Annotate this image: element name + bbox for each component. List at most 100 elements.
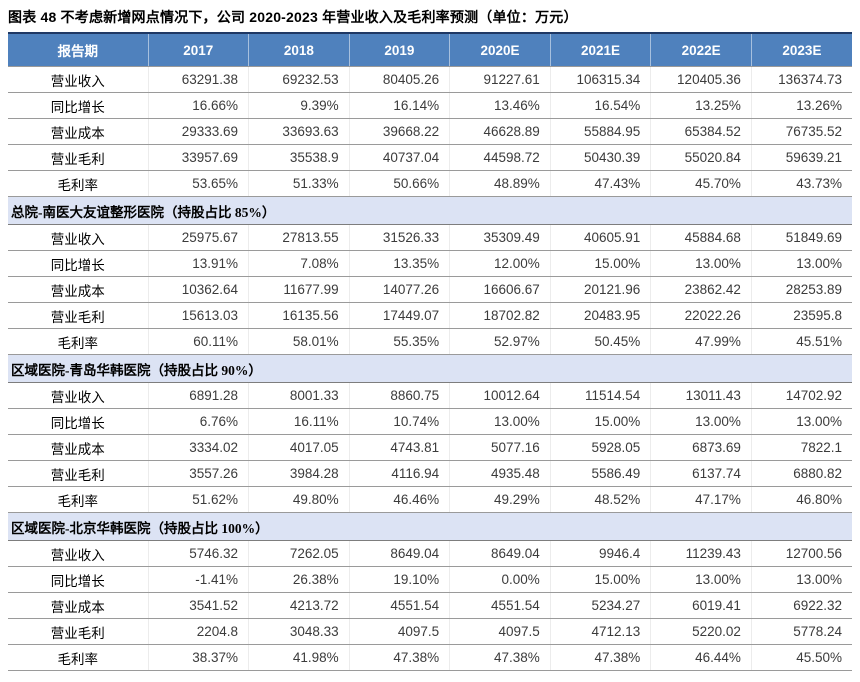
metric-label-cell: 同比增长 — [8, 250, 148, 277]
value-cell: 4097.5 — [449, 618, 551, 645]
table-row: 毛利率 51.62% 49.80% 46.46% 49.29% 48.52% 47.17% 4… — [8, 486, 852, 513]
value-cell: 69232.53 — [248, 66, 350, 93]
table-row: 营业成本 29333.69 33693.63 39668.22 46628.89 5588… — [8, 118, 852, 145]
value-cell: 45.51% — [750, 328, 852, 355]
year-header-cell: 2018 — [248, 32, 350, 67]
value-cell: 13.00% — [650, 250, 752, 277]
value-cell: 45.70% — [650, 170, 752, 197]
table-row: 毛利率 60.11% 58.01% 55.35% 52.97% 50.45% 47.99% 4… — [8, 328, 852, 355]
value-cell: 15.00% — [549, 566, 651, 593]
section-header-label: 区域医院-北京华韩医院（持股占比 100%） — [8, 512, 852, 541]
table-row: 营业毛利 3557.26 3984.28 4116.94 4935.48 5586.49 6… — [8, 460, 852, 487]
metric-label-cell: 营业收入 — [8, 224, 148, 251]
value-cell: 38.37% — [147, 644, 249, 671]
value-cell: 6873.69 — [650, 434, 752, 461]
value-cell: 5234.27 — [549, 592, 651, 619]
table-row: 毛利率 38.37% 41.98% 47.38% 47.38% 47.38% 46.44% 4… — [8, 644, 852, 671]
value-cell: 13.35% — [348, 250, 450, 277]
value-cell: 6019.41 — [650, 592, 752, 619]
value-cell: 47.38% — [449, 644, 551, 671]
metric-label-cell: 营业成本 — [8, 118, 148, 145]
value-cell: 16.54% — [549, 92, 651, 119]
table-row: 营业成本 3334.02 4017.05 4743.81 5077.16 5928.05 6… — [8, 434, 852, 461]
value-cell: 6922.32 — [750, 592, 852, 619]
value-cell: 5077.16 — [449, 434, 551, 461]
value-cell: 120405.36 — [650, 66, 752, 93]
value-cell: 4017.05 — [248, 434, 350, 461]
value-cell: 29333.69 — [147, 118, 249, 145]
value-cell: 47.17% — [650, 486, 752, 513]
value-cell: 13.00% — [449, 408, 551, 435]
section-header-row: 区域医院-青岛华韩医院（持股占比 90%） — [8, 354, 852, 383]
value-cell: 19.10% — [348, 566, 450, 593]
value-cell: 35309.49 — [449, 224, 551, 251]
value-cell: 46.46% — [348, 486, 450, 513]
value-cell: 4551.54 — [449, 592, 551, 619]
value-cell: 6880.82 — [750, 460, 852, 487]
value-cell: 6.76% — [147, 408, 249, 435]
value-cell: 136374.73 — [750, 66, 852, 93]
value-cell: 33693.63 — [248, 118, 350, 145]
value-cell: 11239.43 — [650, 540, 752, 567]
value-cell: 5746.32 — [147, 540, 249, 567]
value-cell: 20483.95 — [549, 302, 651, 329]
value-cell: 13.26% — [750, 92, 852, 119]
table-row: 营业收入 6891.28 8001.33 8860.75 10012.64 11514.5… — [8, 382, 852, 409]
metric-label-cell: 同比增长 — [8, 566, 148, 593]
metric-label-cell: 毛利率 — [8, 328, 148, 355]
metric-label-cell: 毛利率 — [8, 486, 148, 513]
value-cell: 28253.89 — [750, 276, 852, 303]
value-cell: 91227.61 — [449, 66, 551, 93]
value-cell: 106315.34 — [549, 66, 651, 93]
value-cell: 50430.39 — [549, 144, 651, 171]
value-cell: 47.43% — [549, 170, 651, 197]
table-row: 营业收入 63291.38 69232.53 80405.26 91227.61 1063… — [8, 66, 852, 93]
table-row: 同比增长 -1.41% 26.38% 19.10% 0.00% 15.00% 13.00% 1… — [8, 566, 852, 593]
value-cell: 15.00% — [549, 250, 651, 277]
table-row: 营业收入 25975.67 27813.55 31526.33 35309.49 4060… — [8, 224, 852, 251]
figure-title: 图表 48 不考虑新增网点情况下，公司 2020-2023 年营业收入及毛利率预… — [8, 9, 578, 25]
value-cell: 6891.28 — [147, 382, 249, 409]
value-cell: 5778.24 — [750, 618, 852, 645]
value-cell: 7822.1 — [750, 434, 852, 461]
value-cell: 35538.9 — [248, 144, 350, 171]
value-cell: 31526.33 — [348, 224, 450, 251]
year-header-cell: 2020E — [449, 32, 551, 67]
value-cell: 23862.42 — [650, 276, 752, 303]
value-cell: 4551.54 — [348, 592, 450, 619]
value-cell: 51849.69 — [750, 224, 852, 251]
value-cell: 14702.92 — [750, 382, 852, 409]
value-cell: 52.97% — [449, 328, 551, 355]
value-cell: 26.38% — [248, 566, 350, 593]
value-cell: 39668.22 — [348, 118, 450, 145]
value-cell: 50.66% — [348, 170, 450, 197]
value-cell: 20121.96 — [549, 276, 651, 303]
value-cell: 16.11% — [248, 408, 350, 435]
value-cell: 12.00% — [449, 250, 551, 277]
value-cell: 13.91% — [147, 250, 249, 277]
value-cell: 48.52% — [549, 486, 651, 513]
value-cell: 8649.04 — [348, 540, 450, 567]
value-cell: 53.65% — [147, 170, 249, 197]
value-cell: 15.00% — [549, 408, 651, 435]
value-cell: 13.00% — [650, 408, 752, 435]
value-cell: 46628.89 — [449, 118, 551, 145]
forecast-table: 报告期 2017 2018 2019 2020E 2021E 2022E 2023E 营业收入… — [8, 32, 852, 671]
value-cell: 5220.02 — [650, 618, 752, 645]
value-cell: 16135.56 — [248, 302, 350, 329]
value-cell: 55020.84 — [650, 144, 752, 171]
year-header-cell: 2017 — [147, 32, 249, 67]
report-period-header-cell: 报告期 — [8, 32, 148, 67]
table-row: 营业毛利 15613.03 16135.56 17449.07 18702.82 2048… — [8, 302, 852, 329]
value-cell: 60.11% — [147, 328, 249, 355]
value-cell: 4213.72 — [248, 592, 350, 619]
value-cell: 10012.64 — [449, 382, 551, 409]
value-cell: 4712.13 — [549, 618, 651, 645]
value-cell: 80405.26 — [348, 66, 450, 93]
value-cell: 40737.04 — [348, 144, 450, 171]
value-cell: 11677.99 — [248, 276, 350, 303]
value-cell: 55884.95 — [549, 118, 651, 145]
value-cell: 17449.07 — [348, 302, 450, 329]
value-cell: 13.25% — [650, 92, 752, 119]
value-cell: 9.39% — [248, 92, 350, 119]
